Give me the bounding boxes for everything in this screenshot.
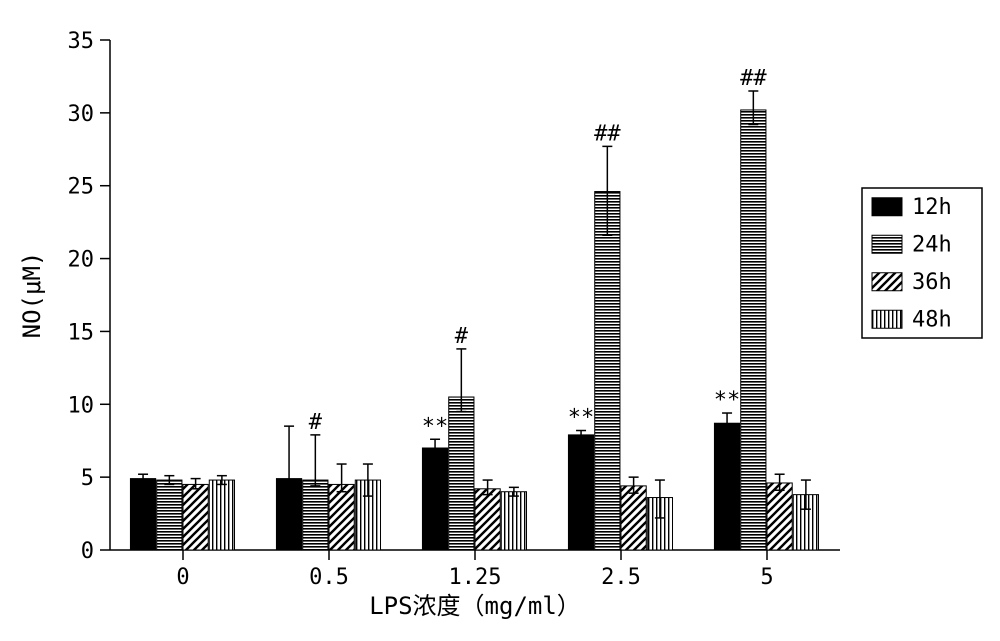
bar-24h — [303, 480, 328, 550]
sig-label: ## — [594, 121, 621, 146]
legend-label: 24h — [912, 232, 952, 257]
sig-label: # — [309, 410, 323, 435]
legend-swatch-48h — [872, 310, 902, 328]
legend-swatch-24h — [872, 235, 902, 253]
bar-24h — [449, 397, 474, 550]
bar-12h — [568, 435, 593, 550]
legend-label: 12h — [912, 195, 952, 220]
bar-12h — [276, 479, 301, 550]
y-tick-label: 0 — [81, 539, 94, 564]
chart-container: 0 5 10 15 20 25 30 35 NO(μM) 0 0.5 #1.25 ** #2.5 ** ## 5… — [0, 0, 1000, 641]
legend-label: 36h — [912, 270, 952, 295]
y-tick-label: 10 — [68, 393, 95, 418]
sig-label: # — [455, 324, 469, 349]
x-tick-label: 1.25 — [449, 565, 502, 590]
sig-label: ** — [568, 406, 595, 431]
y-tick-label: 15 — [68, 320, 95, 345]
bar-24h — [157, 480, 182, 550]
bar-48h — [209, 480, 234, 550]
x-axis-label: LPS浓度（mg/ml） — [369, 592, 581, 620]
bar-12h — [422, 448, 447, 550]
no-chart: 0 5 10 15 20 25 30 35 NO(μM) 0 0.5 #1.25 ** #2.5 ** ## 5… — [0, 0, 1000, 641]
y-tick-label: 5 — [81, 466, 94, 491]
bar-36h — [183, 484, 208, 550]
x-tick-label: 5 — [760, 565, 773, 590]
x-tick-label: 2.5 — [601, 565, 641, 590]
y-tick-label: 20 — [68, 248, 95, 273]
bar-12h — [130, 479, 155, 550]
legend-label: 48h — [912, 307, 952, 332]
bar-36h — [329, 484, 354, 550]
bar-24h — [741, 110, 766, 550]
bar-24h — [595, 192, 620, 550]
bar-36h — [475, 489, 500, 550]
sig-label: ** — [714, 388, 741, 413]
x-tick-label: 0 — [176, 565, 189, 590]
legend-swatch-36h — [872, 273, 902, 291]
legend-swatch-12h — [872, 198, 902, 216]
bar-36h — [767, 483, 792, 550]
y-tick-label: 25 — [68, 175, 95, 200]
y-tick-label: 30 — [68, 102, 95, 127]
bar-48h — [501, 492, 526, 550]
sig-label: ** — [422, 414, 449, 439]
sig-label: ## — [740, 66, 767, 91]
bar-12h — [714, 423, 739, 550]
y-tick-label: 35 — [68, 29, 95, 54]
x-tick-label: 0.5 — [309, 565, 349, 590]
y-axis-label: NO(μM) — [18, 252, 46, 339]
bar-36h — [621, 486, 646, 550]
